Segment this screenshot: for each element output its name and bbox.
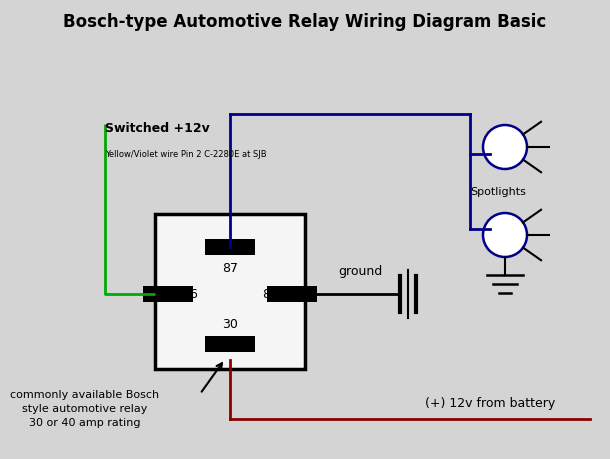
Text: 86: 86 — [182, 288, 198, 301]
Bar — [155, 214, 305, 369]
Text: 30: 30 — [222, 317, 238, 330]
Bar — [205, 240, 255, 256]
Text: Spotlights: Spotlights — [470, 187, 526, 196]
Text: 87: 87 — [222, 262, 238, 274]
Text: Switched +12v: Switched +12v — [105, 122, 210, 134]
Text: 85: 85 — [262, 288, 278, 301]
Text: ground: ground — [338, 264, 382, 277]
Circle shape — [483, 126, 527, 170]
Text: (+) 12v from battery: (+) 12v from battery — [425, 396, 555, 409]
Text: Yellow/Violet wire Pin 2 C-2280E at SJB: Yellow/Violet wire Pin 2 C-2280E at SJB — [105, 150, 267, 159]
Bar — [143, 286, 193, 302]
Bar — [267, 286, 317, 302]
Bar — [205, 336, 255, 352]
Text: Bosch-type Automotive Relay Wiring Diagram Basic: Bosch-type Automotive Relay Wiring Diagr… — [63, 13, 547, 31]
Circle shape — [483, 213, 527, 257]
Text: commonly available Bosch
style automotive relay
30 or 40 amp rating: commonly available Bosch style automotiv… — [10, 389, 160, 427]
